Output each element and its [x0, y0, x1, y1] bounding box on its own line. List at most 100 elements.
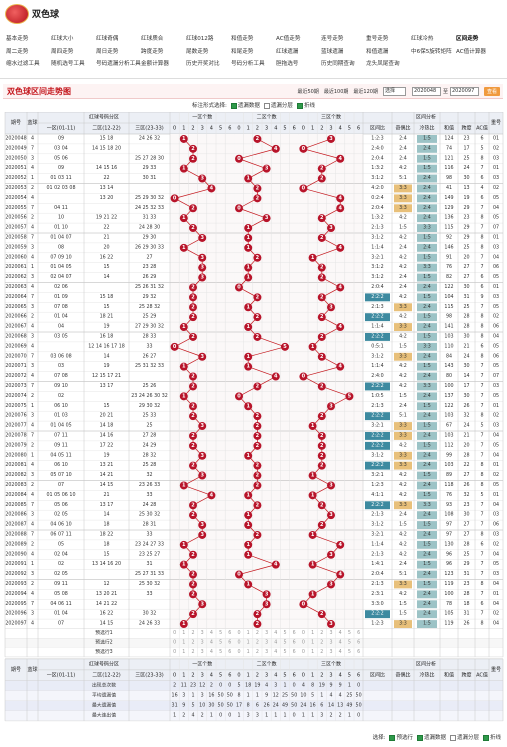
- count-ball-label: 3: [200, 235, 204, 241]
- select[interactable]: 选择: [382, 86, 406, 96]
- count-ball: [317, 174, 326, 183]
- highlight: [417, 243, 437, 252]
- count-ball: [336, 540, 345, 549]
- count-ball: [244, 352, 253, 361]
- analysis-cell: 7: [480, 442, 483, 448]
- toolbar: 双色球区间走势图 最近50期 最近100期 最近120期 选择 2020048 …: [3, 84, 503, 99]
- nav-link[interactable]: 周日走势: [96, 48, 119, 55]
- view-button[interactable]: 查看: [483, 86, 500, 96]
- analysis-cell: 7: [480, 373, 483, 379]
- analysis-cell: 7: [480, 205, 483, 211]
- checkbox[interactable]: [482, 734, 489, 741]
- count-ball-label: 3: [200, 275, 204, 281]
- count-ball: [235, 570, 243, 579]
- nav-link[interactable]: 区间走势: [456, 36, 479, 43]
- range-link[interactable]: 最近120期: [353, 88, 378, 95]
- analysis-cell: 2:1:3: [371, 581, 383, 587]
- analysis-cell: 1:2:3: [371, 482, 383, 488]
- from-input[interactable]: 2020048: [411, 86, 441, 96]
- analysis-cell: 3:1:2: [371, 264, 383, 270]
- nav-link[interactable]: 红球遗漏: [276, 48, 299, 55]
- count-ball-label: 2: [320, 334, 324, 340]
- nav-link[interactable]: 和值走势: [231, 36, 254, 43]
- analysis-cell: 99: [446, 452, 452, 458]
- highlight: [417, 600, 437, 609]
- blue-ball: 7: [31, 294, 34, 300]
- analysis-cell: 30: [463, 175, 469, 181]
- nav-link[interactable]: 红球大小: [51, 36, 74, 43]
- nav-link[interactable]: AC值计算器: [456, 48, 487, 55]
- nav-link[interactable]: 历史开奖对比: [186, 61, 220, 68]
- zone-numbers: 25 28 32: [139, 304, 160, 310]
- analysis-cell: 4:2: [399, 383, 407, 389]
- nav-link[interactable]: AC值走势: [276, 36, 301, 43]
- highlight: [417, 412, 437, 421]
- range-link[interactable]: 最近100期: [323, 88, 349, 95]
- analysis-cell: 1:5: [399, 601, 407, 607]
- preselect-digit: 5: [283, 630, 286, 636]
- count-ball-label: 2: [191, 374, 195, 380]
- zone-numbers: 18: [103, 522, 109, 528]
- analysis-cell: 7: [480, 522, 483, 528]
- nav-link[interactable]: 金额计算器: [141, 61, 169, 68]
- nav-link[interactable]: 随机选号工具: [51, 61, 85, 68]
- preselect-bg: [5, 629, 503, 639]
- count-ball: [253, 293, 262, 302]
- nav-link[interactable]: 缩水过滤工具: [6, 61, 40, 68]
- nav-link[interactable]: 红球质合: [141, 36, 164, 43]
- count-ball-label: 3: [200, 473, 204, 479]
- nav-link[interactable]: 基本走势: [6, 36, 29, 43]
- nav-link[interactable]: 周二走势: [6, 48, 29, 55]
- nav-link[interactable]: 中6保5旋转矩阵: [411, 48, 452, 55]
- nav-link[interactable]: 跨度走势: [141, 48, 164, 55]
- nav-link[interactable]: 和尾走势: [231, 48, 254, 55]
- blue-ball: 3: [31, 333, 34, 339]
- nav-link[interactable]: 红球012路: [186, 36, 214, 43]
- analysis-cell: 119: [444, 621, 453, 627]
- zone-numbers: 29 32: [143, 294, 157, 300]
- stats-value: 1: [173, 712, 176, 718]
- blue-ball: 4: [31, 373, 34, 379]
- checkbox[interactable]: [449, 734, 456, 741]
- checkbox[interactable]: [230, 102, 237, 109]
- issue: 2020064: [5, 294, 26, 300]
- highlight: [417, 303, 437, 312]
- analysis-cell: 4:2: [399, 314, 407, 320]
- nav-link[interactable]: 和值遗漏: [366, 48, 389, 55]
- header-cell: 区间比: [370, 671, 385, 678]
- count-ball: [299, 184, 308, 193]
- analysis-cell: 23: [463, 581, 469, 587]
- nav-link[interactable]: 历史同期查询: [321, 61, 355, 68]
- count-ball: [253, 194, 262, 203]
- nav-link[interactable]: 胆拖选号: [276, 61, 299, 68]
- checkbox[interactable]: [296, 102, 303, 109]
- nav-link[interactable]: 红球奇偶: [96, 36, 119, 43]
- nav-link[interactable]: 连号走势: [321, 36, 344, 43]
- nav-link[interactable]: 号码遗漏分析工具: [96, 61, 141, 68]
- nav-link[interactable]: 红球冷热: [411, 36, 434, 43]
- range-link[interactable]: 最近50期: [297, 88, 319, 95]
- zone-numbers: 24 25 32 33: [135, 205, 164, 211]
- analysis-cell: 8: [480, 314, 483, 320]
- nav-link[interactable]: 尾数走势: [186, 48, 209, 55]
- zone-numbers: 14: [103, 353, 109, 359]
- nav-link[interactable]: 龙头凤尾查询: [366, 61, 400, 68]
- issue: 2020096: [5, 611, 26, 617]
- nav-link[interactable]: 蓝球遗漏: [321, 48, 344, 55]
- issue: 2020074: [5, 393, 26, 399]
- header-cell: 一区(01-11): [47, 672, 75, 678]
- nav-link[interactable]: 重号走势: [366, 36, 389, 43]
- count-ball: [262, 600, 271, 609]
- to-input[interactable]: 2020097: [449, 86, 479, 96]
- checkbox[interactable]: [416, 734, 423, 741]
- checkbox[interactable]: [263, 102, 270, 109]
- zone-numbers: 25 27 28 30: [135, 155, 164, 161]
- count-ball: [198, 600, 207, 609]
- count-ball-label: 4: [338, 572, 342, 578]
- nav-link[interactable]: 周四走势: [51, 48, 74, 55]
- zone-numbers: 25 30 32: [139, 581, 160, 587]
- nav-link[interactable]: 号码分析工具: [231, 61, 265, 68]
- count-ball: [336, 570, 345, 579]
- preselect-digit: 2: [320, 630, 323, 636]
- checkbox[interactable]: [389, 734, 396, 741]
